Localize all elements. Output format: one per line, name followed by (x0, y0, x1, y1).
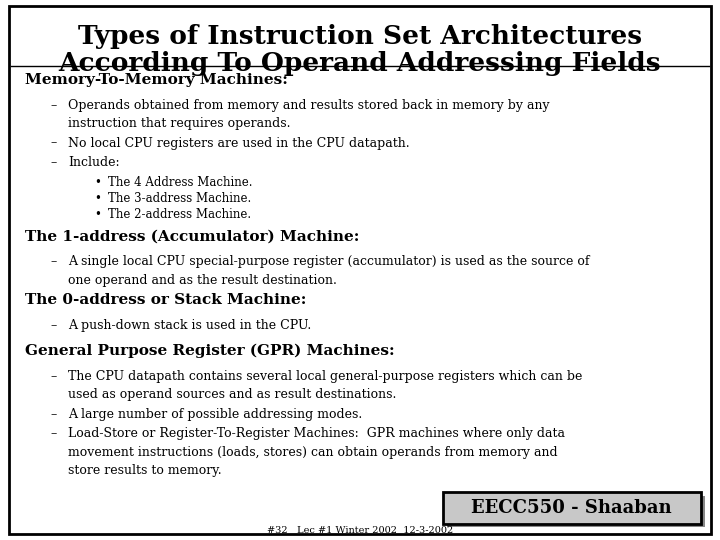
Text: The 2-address Machine.: The 2-address Machine. (108, 208, 251, 221)
Text: The CPU datapath contains several local general-purpose registers which can be: The CPU datapath contains several local … (68, 370, 582, 383)
Text: •: • (94, 208, 101, 221)
Text: •: • (94, 176, 101, 188)
Text: According To Operand Addressing Fields: According To Operand Addressing Fields (59, 51, 661, 76)
Text: Memory-To-Memory Machines:: Memory-To-Memory Machines: (25, 73, 288, 87)
Text: Load-Store or Register-To-Register Machines:  GPR machines where only data: Load-Store or Register-To-Register Machi… (68, 427, 565, 440)
Text: Operands obtained from memory and results stored back in memory by any: Operands obtained from memory and result… (68, 99, 550, 112)
Text: A large number of possible addressing modes.: A large number of possible addressing mo… (68, 408, 363, 421)
Text: No local CPU registers are used in the CPU datapath.: No local CPU registers are used in the C… (68, 137, 410, 150)
Text: The 3-address Machine.: The 3-address Machine. (108, 192, 251, 205)
Text: –: – (51, 408, 57, 421)
Text: #32   Lec #1 Winter 2002  12-3-2002: #32 Lec #1 Winter 2002 12-3-2002 (267, 525, 453, 535)
Text: movement instructions (loads, stores) can obtain operands from memory and: movement instructions (loads, stores) ca… (68, 446, 558, 458)
Text: –: – (51, 255, 57, 268)
Text: used as operand sources and as result destinations.: used as operand sources and as result de… (68, 388, 397, 401)
FancyBboxPatch shape (9, 6, 711, 534)
Text: The 1-address (Accumulator) Machine:: The 1-address (Accumulator) Machine: (25, 230, 359, 244)
FancyBboxPatch shape (447, 496, 705, 527)
Text: EECC550 - Shaaban: EECC550 - Shaaban (472, 499, 672, 517)
Text: instruction that requires operands.: instruction that requires operands. (68, 117, 291, 130)
Text: Include:: Include: (68, 156, 120, 169)
Text: –: – (51, 137, 57, 150)
Text: store results to memory.: store results to memory. (68, 464, 222, 477)
Text: –: – (51, 370, 57, 383)
Text: –: – (51, 156, 57, 169)
Text: General Purpose Register (GPR) Machines:: General Purpose Register (GPR) Machines: (25, 344, 395, 359)
Text: –: – (51, 427, 57, 440)
Text: The 4 Address Machine.: The 4 Address Machine. (108, 176, 253, 188)
Text: •: • (94, 192, 101, 205)
Text: Types of Instruction Set Architectures: Types of Instruction Set Architectures (78, 24, 642, 49)
Text: The 0-address or Stack Machine:: The 0-address or Stack Machine: (25, 293, 307, 307)
Text: –: – (51, 99, 57, 112)
Text: A single local CPU special-purpose register (accumulator) is used as the source : A single local CPU special-purpose regis… (68, 255, 590, 268)
FancyBboxPatch shape (443, 492, 701, 524)
Text: A push-down stack is used in the CPU.: A push-down stack is used in the CPU. (68, 319, 312, 332)
Text: –: – (51, 319, 57, 332)
Text: one operand and as the result destination.: one operand and as the result destinatio… (68, 274, 337, 287)
